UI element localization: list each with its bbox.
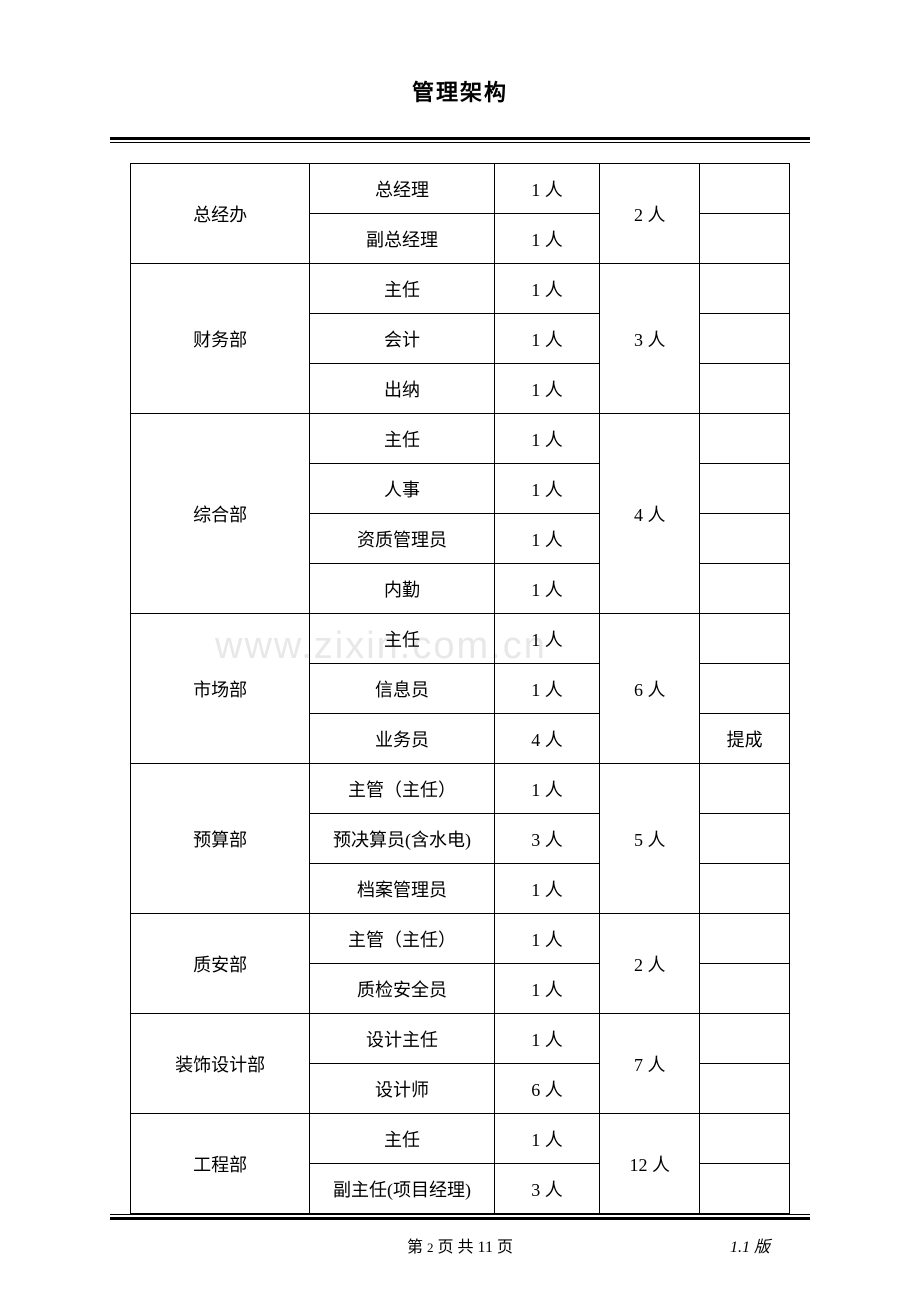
total-cell: 4 人 — [600, 414, 700, 614]
role-cell: 内勤 — [310, 564, 495, 614]
count-cell: 1 人 — [494, 464, 599, 514]
count-cell: 1 人 — [494, 764, 599, 814]
count-cell: 1 人 — [494, 514, 599, 564]
dept-cell: 工程部 — [131, 1114, 310, 1214]
count-cell: 4 人 — [494, 714, 599, 764]
header-divider — [110, 137, 810, 143]
note-cell — [700, 214, 790, 264]
role-cell: 副主任(项目经理) — [310, 1164, 495, 1214]
note-cell — [700, 1014, 790, 1064]
dept-cell: 总经办 — [131, 164, 310, 264]
note-cell — [700, 564, 790, 614]
count-cell: 1 人 — [494, 264, 599, 314]
note-cell — [700, 414, 790, 464]
page-title: 管理架构 — [110, 75, 810, 107]
dept-cell: 质安部 — [131, 914, 310, 1014]
note-cell — [700, 264, 790, 314]
role-cell: 设计师 — [310, 1064, 495, 1114]
note-cell — [700, 964, 790, 1014]
count-cell: 1 人 — [494, 964, 599, 1014]
role-cell: 主任 — [310, 614, 495, 664]
note-cell — [700, 514, 790, 564]
role-cell: 资质管理员 — [310, 514, 495, 564]
role-cell: 主任 — [310, 1114, 495, 1164]
dept-cell: 综合部 — [131, 414, 310, 614]
note-cell — [700, 1164, 790, 1214]
role-cell: 出纳 — [310, 364, 495, 414]
note-cell — [700, 164, 790, 214]
page-suffix: 页 — [497, 1239, 513, 1256]
total-cell: 5 人 — [600, 764, 700, 914]
count-cell: 1 人 — [494, 364, 599, 414]
role-cell: 会计 — [310, 314, 495, 364]
page-prefix: 第 — [407, 1239, 423, 1256]
table-row: 预算部主管（主任）1 人5 人 — [131, 764, 790, 814]
total-cell: 2 人 — [600, 914, 700, 1014]
count-cell: 1 人 — [494, 1114, 599, 1164]
page-mid: 页 共 — [438, 1239, 474, 1256]
table-row: 综合部主任1 人4 人 — [131, 414, 790, 464]
count-cell: 1 人 — [494, 664, 599, 714]
org-table: 总经办总经理1 人2 人副总经理1 人财务部主任1 人3 人会计1 人出纳1 人… — [130, 163, 790, 1214]
role-cell: 主任 — [310, 264, 495, 314]
page-footer: 第 2 页 共 11 页 1.1 版 — [0, 1233, 920, 1257]
note-cell — [700, 614, 790, 664]
dept-cell: 装饰设计部 — [131, 1014, 310, 1114]
count-cell: 1 人 — [494, 314, 599, 364]
role-cell: 主管（主任） — [310, 914, 495, 964]
total-cell: 6 人 — [600, 614, 700, 764]
dept-cell: 市场部 — [131, 614, 310, 764]
table-row: 装饰设计部设计主任1 人7 人 — [131, 1014, 790, 1064]
role-cell: 预决算员(含水电) — [310, 814, 495, 864]
note-cell — [700, 314, 790, 364]
role-cell: 质检安全员 — [310, 964, 495, 1014]
note-cell — [700, 914, 790, 964]
count-cell: 3 人 — [494, 1164, 599, 1214]
count-cell: 1 人 — [494, 864, 599, 914]
page-current: 2 — [427, 1240, 434, 1255]
count-cell: 1 人 — [494, 414, 599, 464]
note-cell — [700, 664, 790, 714]
note-cell — [700, 864, 790, 914]
dept-cell: 财务部 — [131, 264, 310, 414]
role-cell: 主管（主任） — [310, 764, 495, 814]
table-row: 工程部主任1 人12 人 — [131, 1114, 790, 1164]
note-cell: 提成 — [700, 714, 790, 764]
role-cell: 人事 — [310, 464, 495, 514]
page-indicator: 第 2 页 共 11 页 — [407, 1233, 513, 1257]
role-cell: 主任 — [310, 414, 495, 464]
role-cell: 总经理 — [310, 164, 495, 214]
count-cell: 1 人 — [494, 914, 599, 964]
note-cell — [700, 464, 790, 514]
role-cell: 业务员 — [310, 714, 495, 764]
role-cell: 档案管理员 — [310, 864, 495, 914]
note-cell — [700, 1064, 790, 1114]
page-total: 11 — [478, 1239, 493, 1256]
total-cell: 12 人 — [600, 1114, 700, 1214]
table-row: 财务部主任1 人3 人 — [131, 264, 790, 314]
total-cell: 2 人 — [600, 164, 700, 264]
count-cell: 1 人 — [494, 614, 599, 664]
table-row: 市场部主任1 人6 人 — [131, 614, 790, 664]
role-cell: 信息员 — [310, 664, 495, 714]
role-cell: 设计主任 — [310, 1014, 495, 1064]
count-cell: 3 人 — [494, 814, 599, 864]
table-row: 总经办总经理1 人2 人 — [131, 164, 790, 214]
count-cell: 1 人 — [494, 1014, 599, 1064]
total-cell: 3 人 — [600, 264, 700, 414]
count-cell: 1 人 — [494, 564, 599, 614]
note-cell — [700, 364, 790, 414]
count-cell: 6 人 — [494, 1064, 599, 1114]
note-cell — [700, 1114, 790, 1164]
note-cell — [700, 764, 790, 814]
count-cell: 1 人 — [494, 164, 599, 214]
note-cell — [700, 814, 790, 864]
role-cell: 副总经理 — [310, 214, 495, 264]
version-label: 1.1 版 — [730, 1233, 770, 1257]
total-cell: 7 人 — [600, 1014, 700, 1114]
table-row: 质安部主管（主任）1 人2 人 — [131, 914, 790, 964]
count-cell: 1 人 — [494, 214, 599, 264]
dept-cell: 预算部 — [131, 764, 310, 914]
footer-divider — [110, 1214, 810, 1220]
